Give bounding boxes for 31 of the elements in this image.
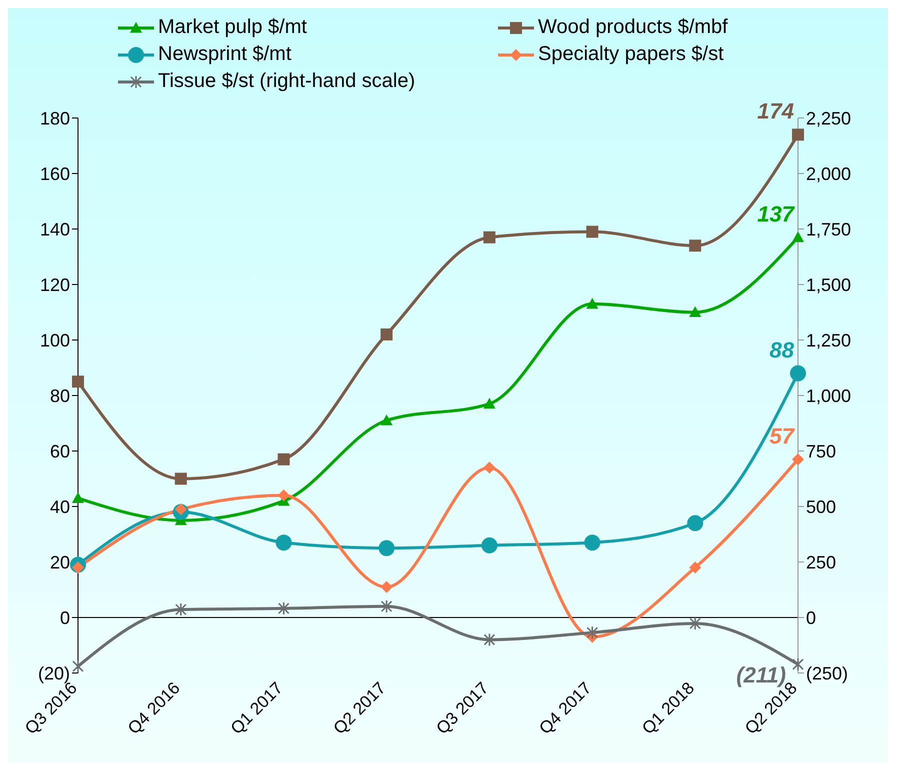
legend-label: Market pulp $/mt	[158, 16, 307, 39]
y2-tick-label: 2,250	[806, 108, 852, 128]
y2-tick-label: 500	[806, 496, 836, 517]
y2-tick-label: 1,250	[806, 330, 852, 350]
y-tick-label: 60	[50, 441, 70, 462]
y-tick-label: 180	[40, 108, 70, 128]
y2-tick-label: 1,750	[806, 219, 852, 240]
y-tick-label: 160	[40, 164, 70, 184]
y-tick-label: (20)	[38, 663, 70, 684]
y-tick-label: 80	[50, 386, 70, 406]
y2-tick-label: 250	[806, 552, 836, 572]
y-tick-label: 140	[40, 219, 70, 240]
data-label: 57	[770, 423, 796, 448]
legend-label: Tissue $/st (right-hand scale)	[158, 70, 416, 93]
data-label: 137	[757, 201, 796, 226]
y-tick-label: 40	[50, 496, 70, 517]
y2-tick-label: 0	[806, 608, 816, 628]
legend-label: Wood products $/mbf	[538, 16, 728, 39]
y2-tick-label: 750	[806, 441, 836, 462]
y-tick-label: 100	[40, 330, 70, 350]
y-tick-label: 120	[40, 274, 70, 295]
y-tick-label: 20	[50, 552, 70, 572]
data-label: 174	[757, 98, 794, 124]
y2-tick-label: 2,000	[806, 164, 852, 184]
data-label: 88	[770, 337, 795, 362]
y2-tick-label: (250)	[806, 663, 848, 684]
y2-tick-label: 1,000	[806, 386, 852, 406]
legend-label: Specialty papers $/st	[538, 43, 724, 66]
y-tick-label: 0	[60, 608, 70, 628]
y2-tick-label: 1,500	[806, 274, 852, 295]
legend-label: Newsprint $/mt	[158, 43, 292, 66]
